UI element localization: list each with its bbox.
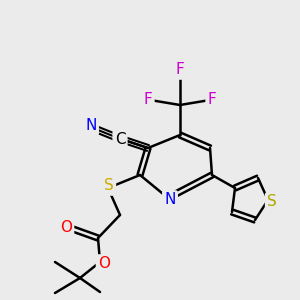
Text: N: N [85, 118, 97, 134]
Text: O: O [98, 256, 110, 272]
Text: S: S [267, 194, 277, 209]
Text: S: S [104, 178, 114, 194]
Text: F: F [176, 62, 184, 77]
Text: N: N [164, 193, 176, 208]
Text: C: C [115, 133, 125, 148]
Text: F: F [144, 92, 152, 107]
Text: O: O [60, 220, 72, 236]
Text: F: F [208, 92, 216, 107]
